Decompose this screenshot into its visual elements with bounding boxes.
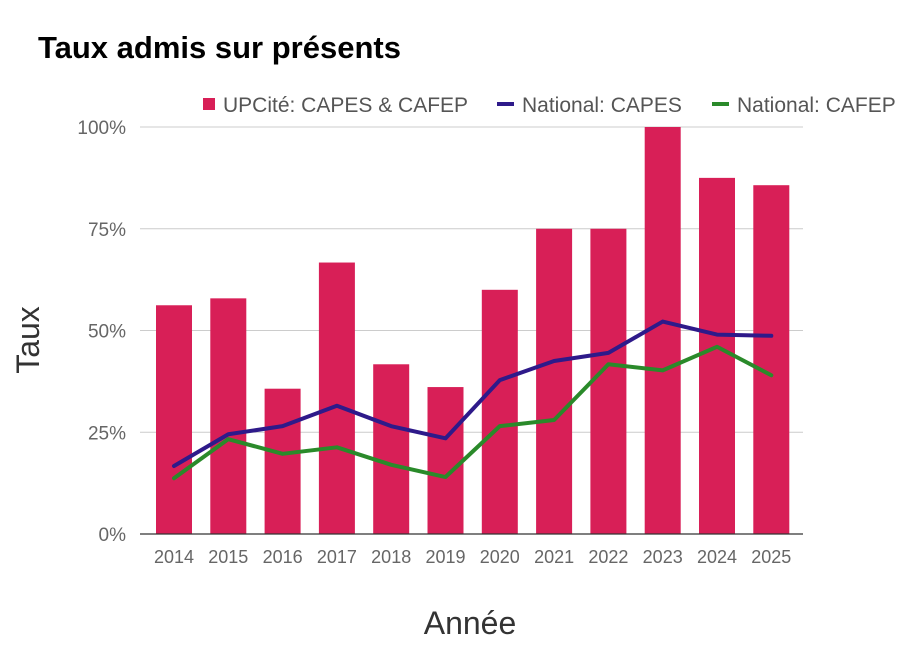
y-axis-ticks: 0% 25% 50% 75% 100% <box>77 118 126 546</box>
y-tick-label-1: 25% <box>88 423 126 444</box>
bar-2022 <box>590 228 627 534</box>
x-tick-label-2018: 2018 <box>371 547 411 567</box>
y-tick-label-3: 75% <box>88 220 126 241</box>
x-tick-label-2024: 2024 <box>697 547 737 567</box>
x-tick-label-2017: 2017 <box>317 547 357 567</box>
x-tick-label-2023: 2023 <box>643 547 683 567</box>
bar-2018 <box>373 364 410 534</box>
bar-series-upcite <box>156 127 790 535</box>
bar-2016 <box>264 388 301 534</box>
chart-title: Taux admis sur présents <box>38 30 401 65</box>
bar-2015 <box>210 298 247 534</box>
legend-label-national-cafep: National: CAFEP <box>737 94 896 117</box>
x-tick-label-2022: 2022 <box>588 547 628 567</box>
bar-2017 <box>318 262 355 534</box>
line-series-national-cafep <box>172 344 774 481</box>
x-axis-title: Année <box>424 605 517 641</box>
legend-label-upcite: UPCité: CAPES & CAFEP <box>223 94 468 117</box>
line-series-national-capes <box>172 319 774 469</box>
x-tick-label-2016: 2016 <box>263 547 303 567</box>
bar-2020 <box>481 289 518 534</box>
bar-2019 <box>427 387 464 534</box>
bar-2014 <box>156 305 192 534</box>
x-tick-label-2015: 2015 <box>208 547 248 567</box>
x-tick-label-2014: 2014 <box>154 547 194 567</box>
bar-2024 <box>699 177 735 534</box>
x-tick-label-2020: 2020 <box>480 547 520 567</box>
x-tick-label-2025: 2025 <box>751 547 791 567</box>
y-axis-title: Taux <box>10 306 46 374</box>
legend-label-national-capes: National: CAPES <box>522 94 682 117</box>
y-tick-label-0: 0% <box>99 525 127 546</box>
y-tick-label-2: 50% <box>88 322 126 343</box>
line-series <box>172 319 774 481</box>
x-tick-label-2021: 2021 <box>534 547 574 567</box>
legend: UPCité: CAPES & CAFEP National: CAPES Na… <box>203 94 896 117</box>
y-tick-label-4: 100% <box>77 118 126 139</box>
x-axis-ticks: 2014 2015 2016 2017 2018 2019 2020 2021 2022 2023… <box>154 547 791 567</box>
legend-swatch-upcite <box>203 98 215 110</box>
bar-2025 <box>753 185 790 535</box>
x-tick-label-2019: 2019 <box>425 547 465 567</box>
bar-2021 <box>536 228 573 534</box>
